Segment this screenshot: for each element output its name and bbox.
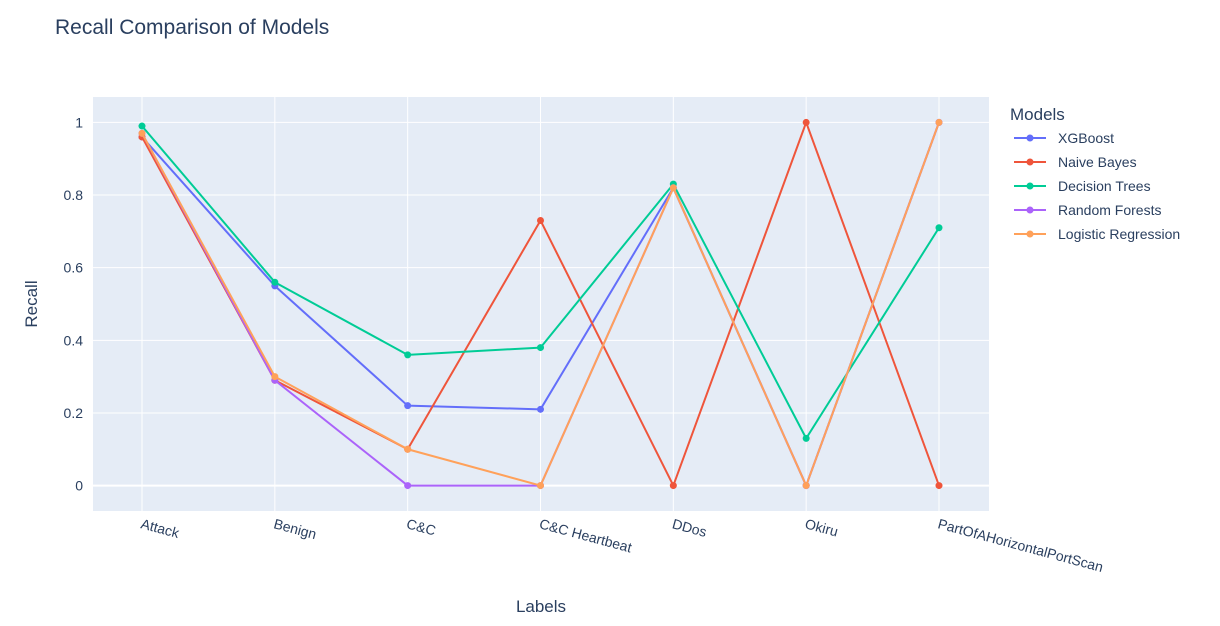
legend-label-random-forests: Random Forests <box>1058 202 1161 218</box>
y-axis-ticks: 0 0.2 0.4 0.6 0.8 1 <box>64 114 84 493</box>
y-tick-label-1: 1 <box>75 114 83 130</box>
legend-swatch-marker-random-forests <box>1026 206 1034 214</box>
data-point-logistic-regression-benign <box>271 373 279 381</box>
legend-swatch-marker-logistic-regression <box>1026 230 1034 238</box>
data-point-logistic-regression-c-c <box>404 445 412 453</box>
y-axis-title: Recall <box>22 280 41 327</box>
chart-title: Recall Comparison of Models <box>55 16 329 39</box>
series-logistic-regression <box>138 118 943 490</box>
data-point-logistic-regression-partofahorizontalportscan <box>935 118 943 126</box>
x-axis-title: Labels <box>516 597 566 616</box>
legend-item-decision-trees: Decision Trees <box>1014 178 1151 194</box>
data-point-naive-bayes-partofahorizontalportscan <box>935 482 943 490</box>
data-point-logistic-regression-okiru <box>802 482 810 490</box>
y-tick-label-0-2: 0.2 <box>64 405 84 421</box>
data-series <box>138 118 943 490</box>
data-point-naive-bayes-c-c-heartbeat <box>537 216 544 224</box>
legend-swatch-marker-naive-bayes <box>1026 158 1034 166</box>
data-point-decision-trees-c-c-heartbeat <box>537 344 544 352</box>
legend-title: Models <box>1010 105 1065 124</box>
data-point-naive-bayes-okiru <box>802 118 810 126</box>
data-point-decision-trees-benign <box>271 278 279 286</box>
y-tick-label-0-4: 0.4 <box>64 332 84 348</box>
data-point-decision-trees-partofahorizontalportscan <box>935 224 943 232</box>
data-point-xgboost-c-c <box>404 402 412 410</box>
legend-label-naive-bayes: Naive Bayes <box>1058 154 1137 170</box>
data-point-decision-trees-okiru <box>802 434 810 442</box>
x-tick-label-c-c: C&C <box>405 515 438 538</box>
y-tick-label-0-6: 0.6 <box>64 260 84 276</box>
grid-lines <box>93 97 989 511</box>
y-tick-label-0: 0 <box>75 478 83 494</box>
legend-item-logistic-regression: Logistic Regression <box>1014 226 1180 242</box>
data-point-logistic-regression-ddos <box>669 184 677 192</box>
legend-item-xgboost: XGBoost <box>1014 130 1114 146</box>
data-point-decision-trees-c-c <box>404 351 412 359</box>
legend-item-random-forests: Random Forests <box>1014 202 1161 218</box>
y-tick-label-0-8: 0.8 <box>64 187 84 203</box>
series-decision-trees <box>138 122 943 442</box>
data-point-naive-bayes-ddos <box>669 482 677 490</box>
data-point-random-forests-c-c <box>404 482 412 490</box>
legend: Models XGBoost Naive Bayes Decision Trees R… <box>1010 105 1180 242</box>
legend-label-logistic-regression: Logistic Regression <box>1058 226 1180 242</box>
legend-swatch-marker-decision-trees <box>1026 182 1034 190</box>
legend-swatch-marker-xgboost <box>1026 134 1034 142</box>
legend-label-decision-trees: Decision Trees <box>1058 178 1151 194</box>
legend-item-naive-bayes: Naive Bayes <box>1014 154 1137 170</box>
data-point-xgboost-c-c-heartbeat <box>537 405 544 413</box>
data-point-decision-trees-attack <box>138 122 146 130</box>
legend-label-xgboost: XGBoost <box>1058 130 1114 146</box>
data-point-logistic-regression-attack <box>138 129 146 137</box>
data-point-logistic-regression-c-c-heartbeat <box>537 482 544 490</box>
